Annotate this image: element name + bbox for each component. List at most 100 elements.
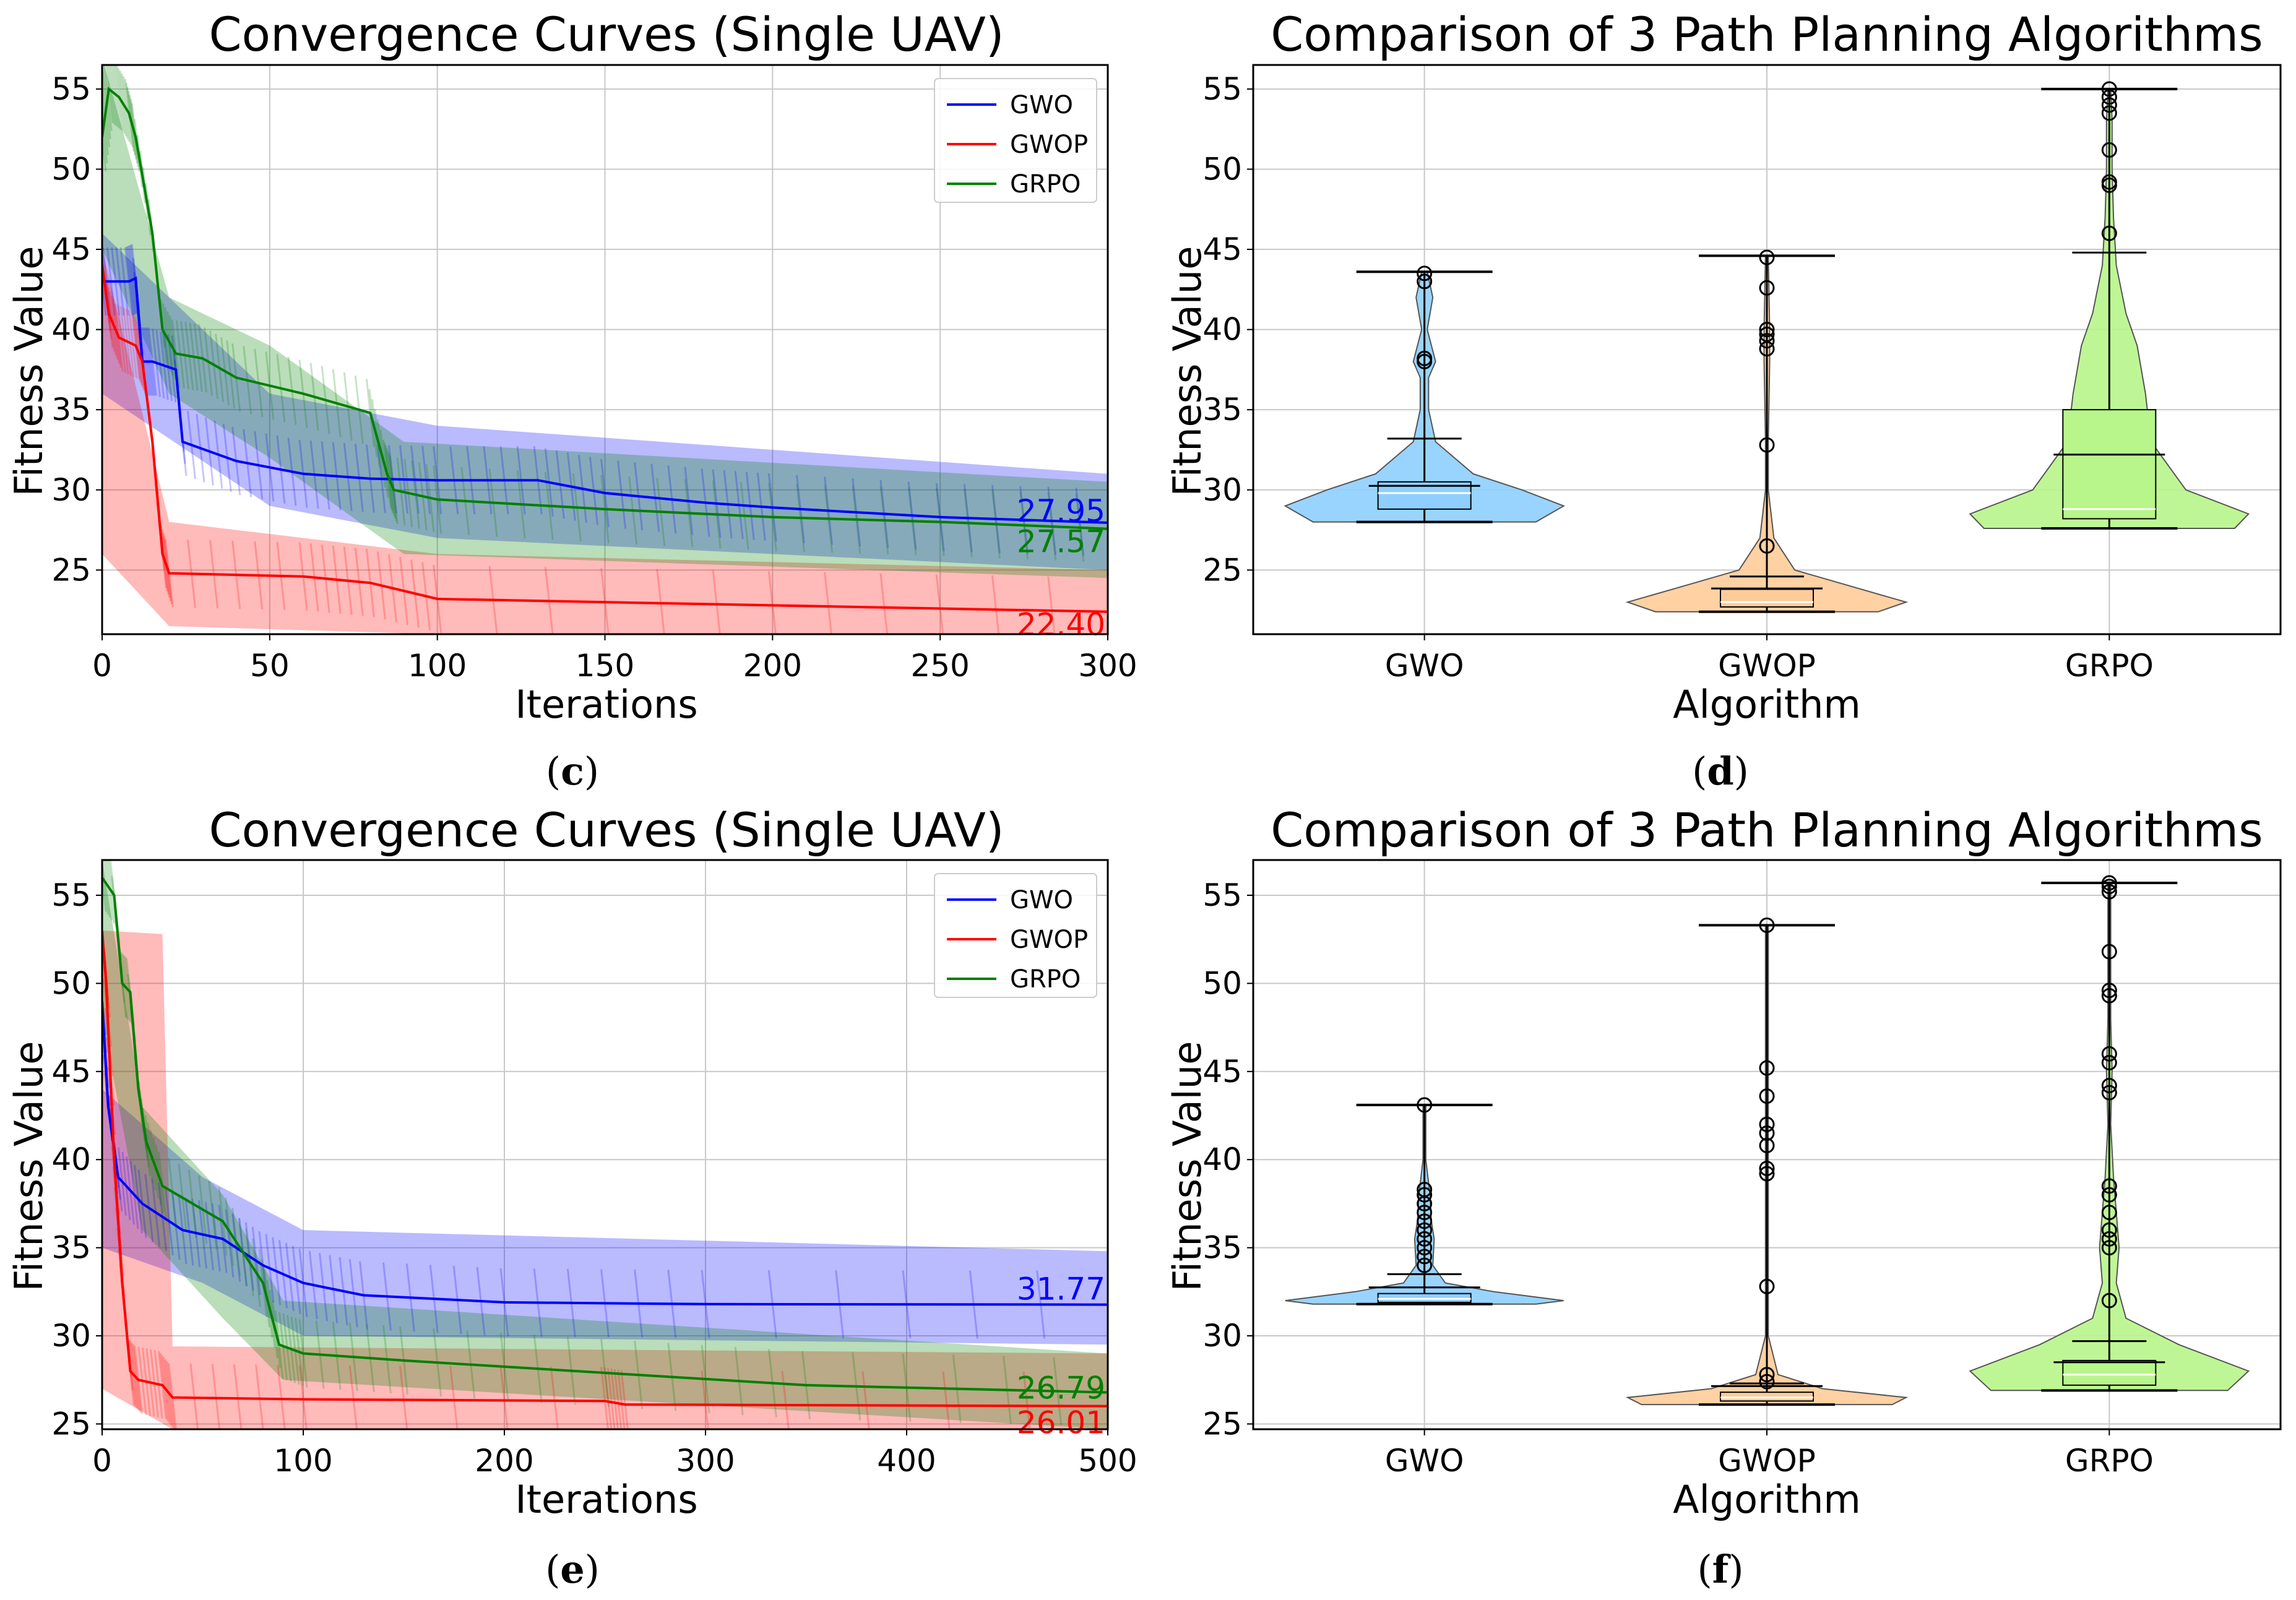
- caption-c: (c): [546, 749, 599, 794]
- panel-0-xtick-label: 100: [408, 648, 467, 684]
- gwop-outlier-point: [1759, 917, 1775, 933]
- grpo-outlier-point: [2101, 89, 2117, 105]
- grpo-line: [102, 877, 1108, 1394]
- gwop-std-band: [102, 930, 1108, 1429]
- grpo-outlier-point: [2101, 1055, 2117, 1071]
- panel-2-xtick-label: 0: [92, 1443, 112, 1479]
- panel-d-plot: 25 30 35 40 45 50 55 GWO GWOP GRPO: [1202, 64, 2282, 684]
- grpo-outlier-point: [2101, 1085, 2117, 1101]
- panel-e-title: Convergence Curves (Single UAV): [209, 802, 1004, 858]
- gwo-outlier-point: [1417, 1240, 1433, 1256]
- gwop-outlier-point: [1759, 1374, 1775, 1390]
- grpo-outlier-point: [2101, 1046, 2117, 1062]
- panel-0-xtick-label: 0: [92, 648, 112, 684]
- panel-3-ytick-label: 40: [1202, 1142, 1242, 1177]
- gwop-outlier-point: [1759, 1116, 1775, 1132]
- panel-c-ylabel: Fitness Value: [6, 246, 51, 497]
- grpo-iqr-box: [2062, 1359, 2157, 1386]
- panel-0-xtick-label: 250: [910, 648, 969, 684]
- grpo-outlier-point: [2101, 225, 2117, 241]
- panel-3-ytick-label: 45: [1202, 1054, 1242, 1090]
- gwop-std-band: [102, 249, 1108, 634]
- gwo-outlier-point: [1417, 1249, 1433, 1265]
- grpo-outlier-point: [2101, 875, 2117, 891]
- grpo-outlier-point: [2101, 142, 2117, 158]
- grpo-final-value: 26.79: [1017, 1370, 1105, 1406]
- gwop-outlier-point: [1759, 322, 1775, 338]
- panel-0-ytick-label: 35: [51, 392, 91, 428]
- gwop-outlier-point: [1759, 326, 1775, 342]
- gwo-outlier-point: [1417, 265, 1433, 282]
- gwo-std-band: [102, 1089, 1108, 1345]
- legend-box: [934, 78, 1097, 203]
- grpo-outlier-point: [2101, 1205, 2117, 1221]
- gwop-outlier-point: [1759, 1367, 1775, 1383]
- gwop-outlier-point: [1759, 249, 1775, 265]
- gwo-outlier-point: [1417, 1257, 1433, 1273]
- panel-f-ylabel: Fitness Value: [1165, 1041, 1210, 1292]
- grpo-final-value: 27.57: [1017, 524, 1105, 560]
- panel-0-ytick-label: 55: [51, 71, 91, 107]
- panel-e-xlabel: Iterations: [515, 1477, 697, 1522]
- panel-2-ytick-label: 50: [51, 965, 91, 1001]
- gwop-outlier-point: [1759, 1125, 1775, 1141]
- panel-3-xtick-label-gwo: GWO: [1385, 1443, 1464, 1479]
- panel-e-ylabel: Fitness Value: [6, 1041, 51, 1292]
- panel-f-violin: Comparison of 3 Path Planning Algorithms…: [1165, 802, 2282, 1592]
- panel-2-ytick-label: 25: [51, 1406, 91, 1442]
- panel-f-xlabel: Algorithm: [1673, 1477, 1861, 1522]
- legend-label-gwo: GWO: [1010, 886, 1073, 914]
- panel-d-xlabel: Algorithm: [1673, 682, 1861, 727]
- panel-d-ylabel: Fitness Value: [1165, 246, 1210, 497]
- caption-f: (f): [1697, 1547, 1743, 1592]
- panel-1-xtick-label-grpo: GRPO: [2065, 648, 2154, 684]
- grpo-line: [102, 87, 1108, 530]
- panel-0-series-area: [102, 65, 1108, 634]
- panel-3-ytick-label: 35: [1202, 1230, 1242, 1266]
- panel-1-ytick-label: 25: [1202, 552, 1242, 588]
- panel-1-ytick-label: 30: [1202, 472, 1242, 508]
- panel-1-ytick-label: 40: [1202, 312, 1242, 348]
- grpo-iqr-box: [2062, 409, 2157, 520]
- grpo-std-band: [102, 65, 1108, 578]
- grpo-outlier-point: [2101, 987, 2117, 1004]
- gwop-outlier-point: [1759, 280, 1775, 296]
- panel-f-plot: 25 30 35 40 45 50 55 GWO GWOP GRPO: [1202, 859, 2282, 1479]
- gwop-outlier-point: [1759, 538, 1775, 554]
- gwo-outlier-point: [1417, 1187, 1433, 1203]
- grpo-outlier-point: [2101, 81, 2117, 97]
- panel-1-xtick-label-gwo: GWO: [1385, 648, 1464, 684]
- panel-e-convergence: Convergence Curves (Single UAV) Iteratio…: [6, 802, 1137, 1592]
- grpo-outlier-point: [2101, 97, 2117, 113]
- gwop-outlier-point: [1759, 1166, 1775, 1182]
- panel-0-ytick-label: 40: [51, 312, 91, 348]
- panel-d-violin: Comparison of 3 Path Planning Algorithms…: [1165, 7, 2282, 794]
- legend-label-grpo: GRPO: [1010, 965, 1081, 994]
- panel-3-xtick-label-gwop: GWOP: [1718, 1443, 1816, 1479]
- panel-2-xtick-label: 200: [475, 1443, 533, 1479]
- gwo-final-value: 31.77: [1017, 1271, 1105, 1307]
- grpo-outlier-point: [2101, 1078, 2117, 1094]
- grpo-outlier-point: [2101, 884, 2117, 900]
- gwop-line: [102, 930, 1108, 1408]
- gwo-outlier-point: [1417, 350, 1433, 366]
- gwop-outlier-point: [1759, 1060, 1775, 1076]
- panel-0-ytick-label: 25: [51, 552, 91, 588]
- gwop-iqr-box: [1720, 588, 1814, 608]
- grpo-std-band: [102, 860, 1108, 1429]
- gwop-final-value: 22.40: [1017, 607, 1105, 643]
- grpo-outlier-point: [2101, 105, 2117, 121]
- panel-1-ytick-label: 35: [1202, 392, 1242, 428]
- panel-2-xtick-label: 100: [274, 1443, 332, 1479]
- panel-0-xtick-label: 50: [250, 648, 290, 684]
- panel-0-plot-border: [101, 64, 1109, 635]
- legend-label-grpo: GRPO: [1010, 170, 1081, 199]
- panel-2-xtick-label: 500: [1078, 1443, 1137, 1479]
- panel-1-xtick-label-gwop: GWOP: [1718, 648, 1816, 684]
- caption-d-letter: d: [1707, 749, 1733, 794]
- panel-0-xtick-label: 200: [743, 648, 802, 684]
- panel-2-ytick-label: 35: [51, 1230, 91, 1266]
- panel-c-title: Convergence Curves (Single UAV): [209, 7, 1004, 62]
- gwo-outlier-point: [1417, 1222, 1433, 1238]
- gwo-line: [102, 276, 1108, 524]
